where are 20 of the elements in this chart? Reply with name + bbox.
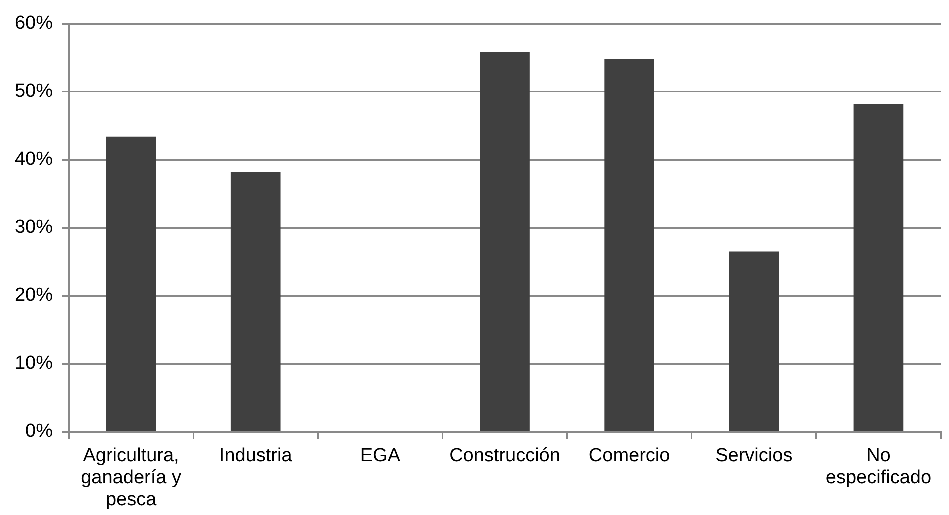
x-tick-label: EGA: [360, 445, 401, 466]
x-tick-label: No especificado: [826, 445, 932, 488]
bar: [854, 104, 904, 432]
x-tick-label: Comercio: [588, 445, 670, 466]
x-tick-label: Construcción: [450, 445, 560, 466]
y-tick-label: 30%: [14, 217, 54, 238]
y-tick-label: 40%: [14, 149, 54, 170]
y-tick-label: 50%: [14, 81, 54, 102]
bar: [106, 136, 156, 432]
bar: [230, 172, 281, 432]
x-tick-label: Agricultura, ganadería y pesca: [81, 445, 182, 510]
y-tick-label: 60%: [14, 13, 54, 34]
bar: [604, 59, 654, 432]
y-tick-label: 20%: [14, 285, 54, 306]
y-tick-label: 0%: [26, 421, 54, 442]
x-tick-label: Servicios: [716, 445, 793, 466]
bar: [729, 252, 780, 432]
x-tick-label: Industria: [219, 445, 293, 466]
bar: [480, 52, 530, 432]
y-tick-label: 10%: [14, 353, 54, 374]
